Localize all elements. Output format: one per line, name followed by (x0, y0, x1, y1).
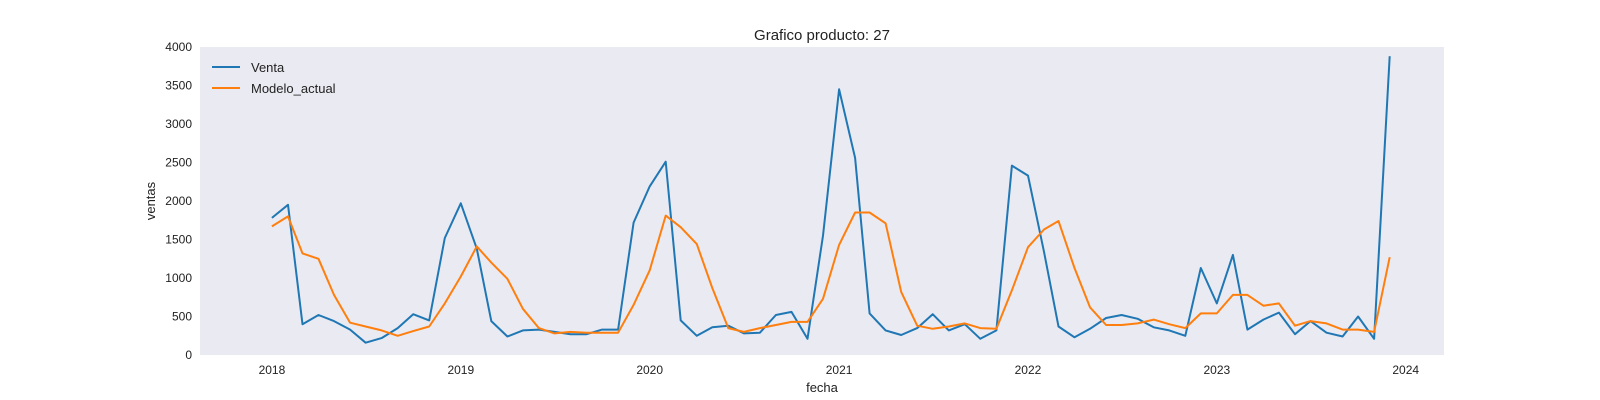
x-axis-label: fecha (806, 380, 839, 395)
plot-area (200, 47, 1444, 355)
x-tick-label: 2019 (447, 363, 474, 377)
y-tick-label: 500 (172, 310, 192, 324)
y-axis-ticks: 0 500 1000 1500 2000 2500 3000 3500 4000 (165, 40, 192, 362)
x-tick-label: 2022 (1015, 363, 1042, 377)
series-line-modelo-actual (271, 211, 1391, 337)
y-tick-label: 1500 (165, 233, 192, 247)
x-tick-label: 2018 (259, 363, 286, 377)
chart-title: Grafico producto: 27 (754, 27, 890, 44)
legend-label-venta: Venta (251, 60, 285, 75)
legend: Venta Modelo_actual (212, 60, 336, 96)
x-tick-label: 2020 (636, 363, 663, 377)
y-tick-label: 2000 (165, 194, 192, 208)
x-axis-ticks: 2018 2019 2020 2021 2022 2023 2024 (259, 363, 1420, 377)
y-tick-label: 3000 (165, 117, 192, 131)
x-tick-label: 2021 (826, 363, 853, 377)
x-tick-label: 2023 (1203, 363, 1230, 377)
y-axis-label: ventas (143, 181, 158, 220)
y-tick-label: 3500 (165, 79, 192, 93)
series-line-venta (271, 56, 1391, 344)
y-tick-label: 2500 (165, 156, 192, 170)
y-tick-label: 1000 (165, 271, 192, 285)
legend-label-modelo-actual: Modelo_actual (251, 81, 336, 96)
y-tick-label: 0 (185, 348, 192, 362)
y-tick-label: 4000 (165, 40, 192, 54)
x-tick-label: 2024 (1392, 363, 1419, 377)
series-lines (271, 56, 1391, 344)
